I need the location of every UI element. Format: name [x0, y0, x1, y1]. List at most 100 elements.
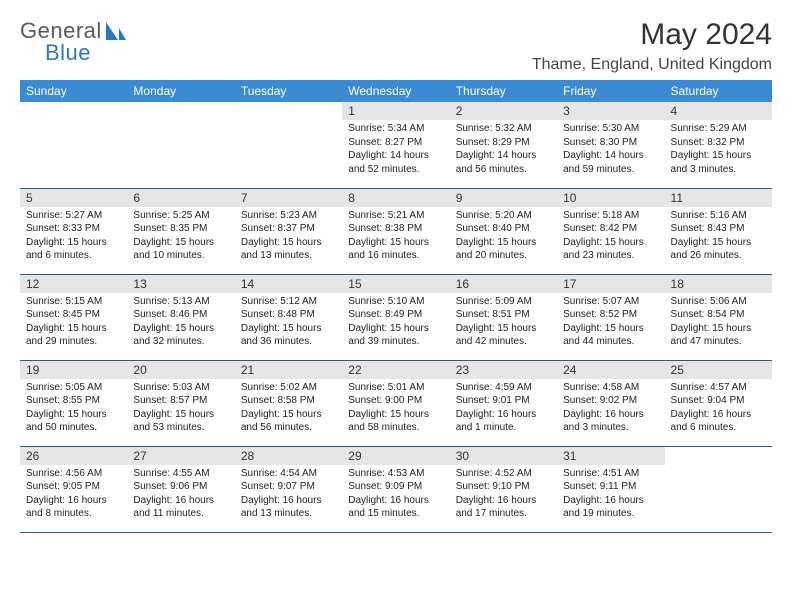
day-details: Sunrise: 5:12 AMSunset: 8:48 PMDaylight:… [235, 293, 342, 353]
weekday-header: Monday [127, 80, 234, 102]
day-details: Sunrise: 4:52 AMSunset: 9:10 PMDaylight:… [450, 465, 557, 525]
day-number: 29 [342, 447, 449, 465]
calendar-cell: 17Sunrise: 5:07 AMSunset: 8:52 PMDayligh… [557, 274, 664, 360]
day-details: Sunrise: 5:09 AMSunset: 8:51 PMDaylight:… [450, 293, 557, 353]
day-details: Sunrise: 5:07 AMSunset: 8:52 PMDaylight:… [557, 293, 664, 353]
day-number: 5 [20, 189, 127, 207]
day-details: Sunrise: 4:51 AMSunset: 9:11 PMDaylight:… [557, 465, 664, 525]
calendar-cell [665, 446, 772, 532]
calendar-cell: 29Sunrise: 4:53 AMSunset: 9:09 PMDayligh… [342, 446, 449, 532]
day-number: 4 [665, 102, 772, 120]
month-title: May 2024 [532, 18, 772, 52]
calendar-cell: 18Sunrise: 5:06 AMSunset: 8:54 PMDayligh… [665, 274, 772, 360]
calendar-cell: 19Sunrise: 5:05 AMSunset: 8:55 PMDayligh… [20, 360, 127, 446]
calendar-cell: 11Sunrise: 5:16 AMSunset: 8:43 PMDayligh… [665, 188, 772, 274]
day-number: 25 [665, 361, 772, 379]
location-text: Thame, England, United Kingdom [532, 56, 772, 74]
day-number: 28 [235, 447, 342, 465]
day-number: 14 [235, 275, 342, 293]
weekday-header: Saturday [665, 80, 772, 102]
calendar-cell: 14Sunrise: 5:12 AMSunset: 8:48 PMDayligh… [235, 274, 342, 360]
calendar-cell: 13Sunrise: 5:13 AMSunset: 8:46 PMDayligh… [127, 274, 234, 360]
calendar-cell: 24Sunrise: 4:58 AMSunset: 9:02 PMDayligh… [557, 360, 664, 446]
day-number: 22 [342, 361, 449, 379]
day-details: Sunrise: 5:10 AMSunset: 8:49 PMDaylight:… [342, 293, 449, 353]
day-number: 10 [557, 189, 664, 207]
calendar-table: SundayMondayTuesdayWednesdayThursdayFrid… [20, 80, 772, 533]
day-number: 23 [450, 361, 557, 379]
calendar-cell: 1Sunrise: 5:34 AMSunset: 8:27 PMDaylight… [342, 102, 449, 188]
day-details: Sunrise: 5:23 AMSunset: 8:37 PMDaylight:… [235, 207, 342, 267]
day-details: Sunrise: 5:20 AMSunset: 8:40 PMDaylight:… [450, 207, 557, 267]
day-number: 6 [127, 189, 234, 207]
calendar-cell: 10Sunrise: 5:18 AMSunset: 8:42 PMDayligh… [557, 188, 664, 274]
weekday-header: Tuesday [235, 80, 342, 102]
day-number: 19 [20, 361, 127, 379]
day-details: Sunrise: 5:05 AMSunset: 8:55 PMDaylight:… [20, 379, 127, 439]
calendar-cell: 5Sunrise: 5:27 AMSunset: 8:33 PMDaylight… [20, 188, 127, 274]
calendar-cell: 21Sunrise: 5:02 AMSunset: 8:58 PMDayligh… [235, 360, 342, 446]
day-number: 1 [342, 102, 449, 120]
logo: General Blue [20, 18, 128, 49]
day-number: 17 [557, 275, 664, 293]
day-number: 27 [127, 447, 234, 465]
day-details: Sunrise: 5:16 AMSunset: 8:43 PMDaylight:… [665, 207, 772, 267]
calendar-cell: 28Sunrise: 4:54 AMSunset: 9:07 PMDayligh… [235, 446, 342, 532]
calendar-cell: 4Sunrise: 5:29 AMSunset: 8:32 PMDaylight… [665, 102, 772, 188]
logo-text-blue: Blue [45, 40, 91, 66]
day-details: Sunrise: 5:32 AMSunset: 8:29 PMDaylight:… [450, 120, 557, 180]
day-number: 2 [450, 102, 557, 120]
calendar-cell: 3Sunrise: 5:30 AMSunset: 8:30 PMDaylight… [557, 102, 664, 188]
day-details: Sunrise: 5:27 AMSunset: 8:33 PMDaylight:… [20, 207, 127, 267]
calendar-cell: 30Sunrise: 4:52 AMSunset: 9:10 PMDayligh… [450, 446, 557, 532]
day-details: Sunrise: 5:02 AMSunset: 8:58 PMDaylight:… [235, 379, 342, 439]
day-number: 12 [20, 275, 127, 293]
day-details: Sunrise: 4:53 AMSunset: 9:09 PMDaylight:… [342, 465, 449, 525]
calendar-cell: 27Sunrise: 4:55 AMSunset: 9:06 PMDayligh… [127, 446, 234, 532]
weekday-header: Wednesday [342, 80, 449, 102]
day-details: Sunrise: 5:15 AMSunset: 8:45 PMDaylight:… [20, 293, 127, 353]
calendar-cell: 6Sunrise: 5:25 AMSunset: 8:35 PMDaylight… [127, 188, 234, 274]
calendar-cell: 16Sunrise: 5:09 AMSunset: 8:51 PMDayligh… [450, 274, 557, 360]
calendar-cell [235, 102, 342, 188]
calendar-cell: 31Sunrise: 4:51 AMSunset: 9:11 PMDayligh… [557, 446, 664, 532]
day-details: Sunrise: 4:55 AMSunset: 9:06 PMDaylight:… [127, 465, 234, 525]
day-number: 3 [557, 102, 664, 120]
day-details: Sunrise: 5:21 AMSunset: 8:38 PMDaylight:… [342, 207, 449, 267]
day-details: Sunrise: 4:59 AMSunset: 9:01 PMDaylight:… [450, 379, 557, 439]
calendar-cell: 25Sunrise: 4:57 AMSunset: 9:04 PMDayligh… [665, 360, 772, 446]
day-number: 24 [557, 361, 664, 379]
day-number: 18 [665, 275, 772, 293]
day-number: 7 [235, 189, 342, 207]
day-details: Sunrise: 5:13 AMSunset: 8:46 PMDaylight:… [127, 293, 234, 353]
day-details: Sunrise: 5:34 AMSunset: 8:27 PMDaylight:… [342, 120, 449, 180]
calendar-cell [20, 102, 127, 188]
day-number: 31 [557, 447, 664, 465]
day-details: Sunrise: 5:30 AMSunset: 8:30 PMDaylight:… [557, 120, 664, 180]
calendar-cell: 20Sunrise: 5:03 AMSunset: 8:57 PMDayligh… [127, 360, 234, 446]
calendar-cell: 9Sunrise: 5:20 AMSunset: 8:40 PMDaylight… [450, 188, 557, 274]
day-details: Sunrise: 5:01 AMSunset: 9:00 PMDaylight:… [342, 379, 449, 439]
day-number: 9 [450, 189, 557, 207]
day-number: 13 [127, 275, 234, 293]
calendar-cell: 8Sunrise: 5:21 AMSunset: 8:38 PMDaylight… [342, 188, 449, 274]
day-details: Sunrise: 5:18 AMSunset: 8:42 PMDaylight:… [557, 207, 664, 267]
day-details: Sunrise: 4:57 AMSunset: 9:04 PMDaylight:… [665, 379, 772, 439]
day-details: Sunrise: 4:56 AMSunset: 9:05 PMDaylight:… [20, 465, 127, 525]
calendar-cell: 2Sunrise: 5:32 AMSunset: 8:29 PMDaylight… [450, 102, 557, 188]
calendar-cell: 7Sunrise: 5:23 AMSunset: 8:37 PMDaylight… [235, 188, 342, 274]
day-number: 8 [342, 189, 449, 207]
day-number: 11 [665, 189, 772, 207]
day-details: Sunrise: 5:25 AMSunset: 8:35 PMDaylight:… [127, 207, 234, 267]
day-number: 21 [235, 361, 342, 379]
day-details: Sunrise: 5:29 AMSunset: 8:32 PMDaylight:… [665, 120, 772, 180]
weekday-header: Friday [557, 80, 664, 102]
weekday-header: Sunday [20, 80, 127, 102]
day-details: Sunrise: 5:06 AMSunset: 8:54 PMDaylight:… [665, 293, 772, 353]
day-number: 26 [20, 447, 127, 465]
calendar-cell: 15Sunrise: 5:10 AMSunset: 8:49 PMDayligh… [342, 274, 449, 360]
weekday-header: Thursday [450, 80, 557, 102]
day-number: 16 [450, 275, 557, 293]
calendar-cell: 26Sunrise: 4:56 AMSunset: 9:05 PMDayligh… [20, 446, 127, 532]
logo-sail-icon [104, 20, 128, 49]
